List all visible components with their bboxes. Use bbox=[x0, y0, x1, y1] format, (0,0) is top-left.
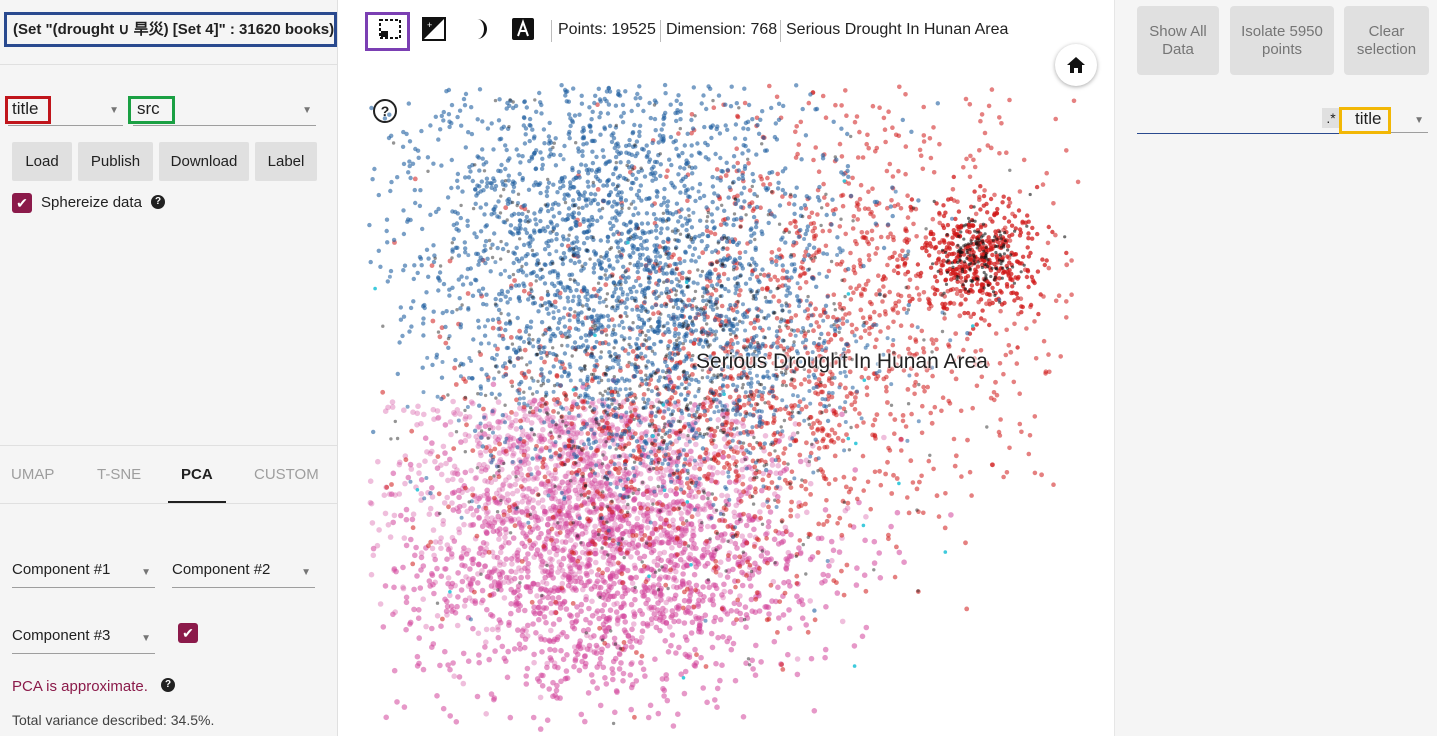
svg-text:+: + bbox=[427, 20, 432, 30]
text-label-icon[interactable] bbox=[508, 16, 538, 46]
right-panel: Show All Data Isolate 5950 points Clear … bbox=[1114, 0, 1437, 736]
help-icon[interactable]: ? bbox=[151, 195, 165, 209]
chevron-down-icon: ▼ bbox=[301, 567, 311, 578]
component-1-select[interactable]: Component #1 ▼ bbox=[12, 557, 155, 588]
divider bbox=[0, 64, 338, 65]
component-3-value: Component #3 bbox=[12, 627, 111, 644]
search-input[interactable] bbox=[1137, 106, 1339, 134]
component-2-select[interactable]: Component #2 ▼ bbox=[172, 557, 315, 588]
left-panel: (Set "(drought ∪ 旱災) [Set 4]" : 31620 bo… bbox=[0, 0, 338, 736]
hovered-point-label: Serious Drought In Hunan Area bbox=[696, 350, 988, 373]
divider bbox=[0, 445, 338, 446]
search-by-highlight bbox=[1339, 107, 1391, 134]
divider bbox=[660, 20, 661, 42]
chevron-down-icon: ▼ bbox=[141, 567, 151, 578]
contrast-icon[interactable]: + bbox=[419, 16, 449, 46]
chevron-down-icon: ▼ bbox=[302, 105, 312, 116]
component-1-value: Component #1 bbox=[12, 561, 111, 578]
publish-button[interactable]: Publish bbox=[78, 142, 153, 181]
tab-tsne[interactable]: T-SNE bbox=[97, 466, 142, 483]
label-by-highlight bbox=[5, 96, 51, 124]
download-button[interactable]: Download bbox=[159, 142, 249, 181]
color-by-highlight bbox=[128, 96, 175, 124]
home-icon bbox=[1066, 56, 1086, 73]
selected-point-title: Serious Drought In Hunan Area bbox=[786, 21, 1009, 38]
tab-custom[interactable]: CUSTOM bbox=[254, 466, 319, 483]
divider bbox=[551, 20, 552, 42]
tab-umap[interactable]: UMAP bbox=[11, 466, 55, 483]
dataset-title-highlight bbox=[4, 12, 337, 47]
divider bbox=[780, 20, 781, 42]
points-count: Points: 19525 bbox=[558, 21, 656, 38]
component-3-select[interactable]: Component #3 ▼ bbox=[12, 623, 155, 654]
help-icon[interactable]: ? bbox=[161, 678, 175, 692]
help-icon[interactable]: ? bbox=[373, 99, 397, 123]
regex-toggle[interactable]: .* bbox=[1322, 108, 1340, 128]
night-mode-icon[interactable] bbox=[465, 16, 495, 46]
tab-pca[interactable]: PCA bbox=[181, 466, 213, 483]
variance-text: Total variance described: 34.5%. bbox=[12, 712, 215, 728]
show-all-data-button[interactable]: Show All Data bbox=[1137, 6, 1219, 75]
component-2-value: Component #2 bbox=[172, 561, 271, 578]
home-button[interactable] bbox=[1055, 44, 1097, 86]
divider bbox=[0, 503, 338, 504]
selection-tool-highlight bbox=[365, 12, 410, 51]
clear-selection-button[interactable]: Clear selection bbox=[1344, 6, 1429, 75]
label-button[interactable]: Label bbox=[255, 142, 317, 181]
chevron-down-icon: ▼ bbox=[141, 633, 151, 644]
component-3-checkbox[interactable]: ✔ bbox=[178, 623, 198, 643]
sphereize-label: Sphereize data bbox=[41, 194, 142, 211]
isolate-points-button[interactable]: Isolate 5950 points bbox=[1230, 6, 1334, 75]
pca-note: PCA is approximate. bbox=[12, 678, 148, 695]
sphereize-checkbox[interactable]: ✔ bbox=[12, 193, 32, 213]
load-button[interactable]: Load bbox=[12, 142, 72, 181]
projector-view: + Points: 19525 Dimension: 768 Serious D… bbox=[339, 0, 1114, 736]
dimension-count: Dimension: 768 bbox=[666, 21, 778, 38]
chevron-down-icon: ▼ bbox=[1414, 115, 1424, 126]
chevron-down-icon: ▼ bbox=[109, 105, 119, 116]
